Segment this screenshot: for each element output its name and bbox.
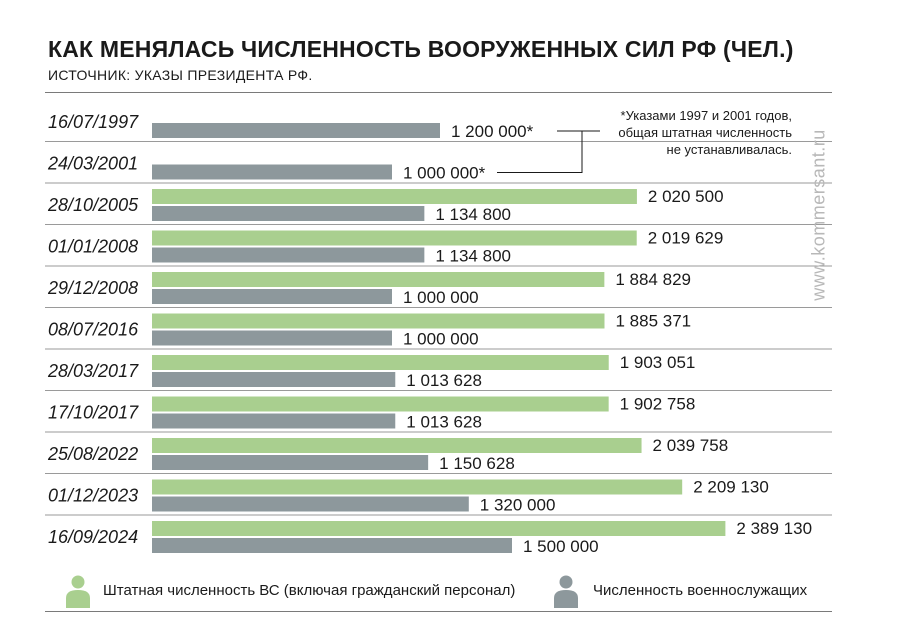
category-label: 28/10/2005 [47, 195, 139, 215]
data-label-staff: 1 884 829 [615, 270, 691, 289]
bar-military [152, 123, 440, 138]
category-label: 16/09/2024 [48, 527, 138, 547]
bar-staff [152, 521, 726, 536]
bar-military [152, 247, 425, 263]
bar-staff [152, 272, 605, 287]
bar-military [152, 206, 425, 221]
chart-title: КАК МЕНЯЛАСЬ ЧИСЛЕННОСТЬ ВООРУЖЕННЫХ СИЛ… [48, 36, 794, 62]
category-label: 17/10/2017 [48, 403, 139, 423]
chart-source: ИСТОЧНИК: УКАЗЫ ПРЕЗИДЕНТА РФ. [48, 67, 313, 83]
bar-staff [152, 230, 637, 246]
bar-military [152, 455, 429, 470]
category-label: 08/07/2016 [48, 320, 139, 340]
data-label-staff: 2 209 130 [693, 478, 769, 497]
data-label-staff: 1 903 051 [620, 353, 696, 372]
bar-military [152, 496, 469, 512]
bar-military [152, 538, 512, 553]
bar-military [152, 372, 396, 387]
data-label-military: 1 000 000* [403, 164, 486, 183]
bar-staff [152, 438, 642, 453]
person-icon [554, 575, 578, 608]
category-label: 25/08/2022 [47, 444, 138, 464]
category-label: 16/07/1997 [48, 112, 139, 132]
data-label-staff: 2 019 629 [648, 229, 724, 248]
footnote-connector [497, 130, 583, 173]
bar-military [152, 330, 392, 346]
category-label: 24/03/2001 [47, 154, 138, 174]
watermark-text: www.kommersant.ru [808, 129, 829, 301]
top-divider [45, 92, 832, 93]
bar-military [152, 413, 396, 429]
data-label-staff: 1 885 371 [615, 312, 691, 331]
data-label-military: 1 500 000 [523, 537, 599, 556]
legend: Штатная численность ВС (включая гражданс… [45, 568, 832, 610]
data-label-staff: 2 389 130 [736, 519, 812, 538]
category-label: 01/12/2023 [48, 486, 138, 506]
data-label-military: 1 134 800 [435, 247, 511, 266]
data-label-military: 1 320 000 [480, 496, 556, 515]
data-label-military: 1 150 628 [439, 454, 515, 473]
bar-military [152, 164, 392, 180]
footnote: *Указами 1997 и 2001 годов, общая штатна… [618, 108, 792, 157]
bottom-divider [45, 611, 832, 612]
bar-staff [152, 355, 609, 370]
data-label-military: 1 200 000* [451, 122, 534, 141]
category-label: 28/03/2017 [47, 361, 139, 381]
data-label-staff: 1 902 758 [620, 395, 696, 414]
data-label-military: 1 013 628 [406, 371, 482, 390]
bar-staff [152, 189, 637, 204]
category-label: 01/01/2008 [48, 237, 138, 257]
legend-label-military: Численность военнослужащих [593, 582, 808, 599]
bar-staff [152, 396, 609, 412]
data-label-military: 1 000 000 [403, 288, 479, 307]
data-label-military: 1 134 800 [435, 205, 511, 224]
watermark: www.kommersant.ru [804, 110, 834, 320]
category-label: 29/12/2008 [47, 278, 138, 298]
bar-staff [152, 479, 683, 495]
bar-military [152, 289, 392, 304]
data-label-staff: 2 020 500 [648, 187, 724, 206]
legend-label-staff: Штатная численность ВС (включая гражданс… [103, 582, 516, 599]
data-label-military: 1 000 000 [403, 330, 479, 349]
data-label-military: 1 013 628 [406, 413, 482, 432]
data-label-staff: 2 039 758 [653, 436, 729, 455]
bar-staff [152, 313, 605, 329]
person-icon [66, 575, 90, 608]
